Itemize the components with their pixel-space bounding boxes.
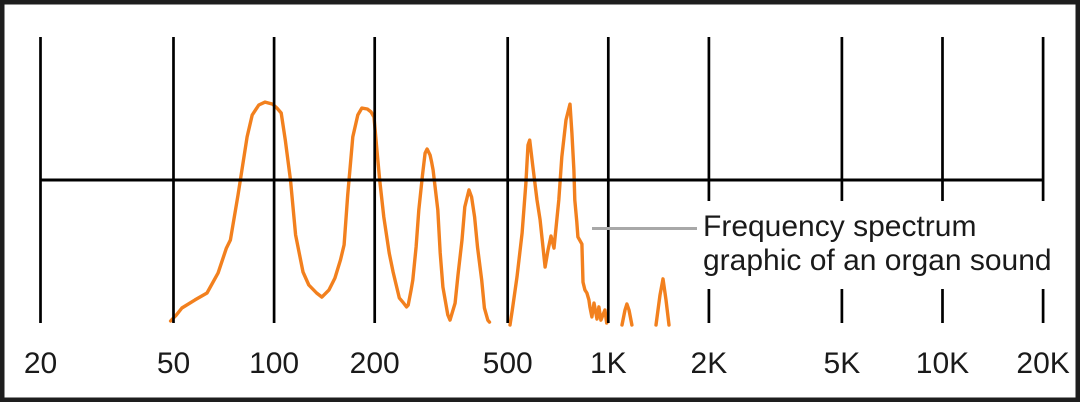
annotation-line-2: graphic of an organ sound (703, 244, 1052, 277)
spectrum-curve-segment (508, 102, 609, 327)
tick-label-20: 20 (24, 347, 57, 380)
tick-label-10K: 10K (916, 347, 969, 380)
annotation-line-1: Frequency spectrum (703, 210, 977, 243)
tick-label-50: 50 (157, 347, 190, 380)
spectrum-curve-segment (620, 302, 634, 327)
axis-label-layer: 20 50 100 200 500 1K 2K 5K 10K 20K (24, 347, 1070, 380)
curve-layer (168, 100, 671, 327)
tick-label-5K: 5K (824, 347, 861, 380)
tick-label-1K: 1K (590, 347, 627, 380)
tick-label-500: 500 (483, 347, 533, 380)
tick-label-2K: 2K (691, 347, 728, 380)
spectrum-curve-segment (168, 100, 492, 324)
tick-label-20K: 20K (1016, 347, 1069, 380)
annotation-label: Frequency spectrum graphic of an organ s… (698, 201, 1064, 289)
tick-label-100: 100 (249, 347, 299, 380)
spectrum-curve-segment (654, 277, 671, 327)
tick-label-200: 200 (350, 347, 400, 380)
